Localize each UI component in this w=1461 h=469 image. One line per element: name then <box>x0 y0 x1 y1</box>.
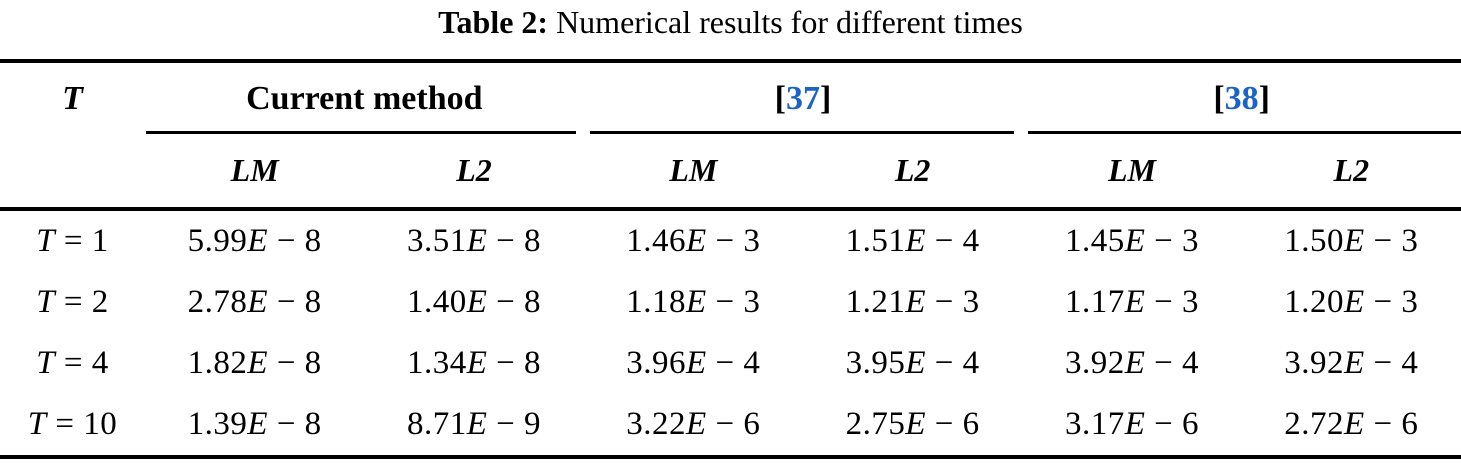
value-cell: 1.21E − 3 <box>845 284 980 320</box>
value-cell: 1.34E − 8 <box>406 345 542 381</box>
subheader-row: LM L2 LM L2 LM L2 <box>0 134 1461 211</box>
subheader-lm: LM <box>1022 134 1242 211</box>
table-row: T = 2 2.78E − 8 1.40E − 8 1.18E − 3 1.21… <box>0 272 1461 333</box>
bracket-close: ] <box>819 79 832 117</box>
value-cell: 2.75E − 6 <box>845 406 980 442</box>
subheader-l2: L2 <box>802 134 1023 211</box>
table-row: T = 1 5.99E − 8 3.51E − 8 1.46E − 3 1.51… <box>0 209 1461 272</box>
row-label: T = 1 <box>36 223 109 259</box>
table-caption: Table 2: Numerical results for different… <box>0 0 1461 59</box>
value-cell: 2.72E − 6 <box>1284 406 1419 442</box>
value-cell: 3.51E − 8 <box>406 223 542 259</box>
value-cell: 1.82E − 8 <box>187 345 322 381</box>
bracket-open: [ <box>1213 79 1225 117</box>
row-label: T = 4 <box>36 345 109 381</box>
subheader-l2: L2 <box>1241 134 1461 211</box>
caption-label: Table 2: <box>438 4 549 40</box>
value-cell: 5.99E − 8 <box>187 223 322 259</box>
value-cell: 1.46E − 3 <box>626 223 761 259</box>
group-header-ref-37: [37] <box>584 61 1023 134</box>
value-cell: 3.96E − 4 <box>626 345 761 381</box>
group-header-current-method: Current method <box>145 61 584 134</box>
group-header-row: T Current method [37] [38] <box>0 61 1461 134</box>
value-cell: 1.18E − 3 <box>626 284 761 320</box>
value-cell: 1.39E − 8 <box>187 406 322 442</box>
bracket-close: ] <box>1258 79 1270 117</box>
value-cell: 3.17E − 6 <box>1064 406 1199 442</box>
value-cell: 3.95E − 4 <box>845 345 980 381</box>
subheader-empty <box>0 134 145 211</box>
value-cell: 8.71E − 9 <box>406 406 542 442</box>
group-header-ref-38: [38] <box>1022 61 1461 134</box>
row-label: T = 10 <box>27 406 118 442</box>
citation-link-38[interactable]: 38 <box>1224 79 1259 117</box>
value-cell: 1.51E − 4 <box>845 223 980 259</box>
value-cell: 2.78E − 8 <box>187 284 322 320</box>
bracket-open: [ <box>774 79 786 117</box>
subheader-lm: LM <box>583 134 803 211</box>
subheader-lm: LM <box>145 134 365 211</box>
citation-link-37[interactable]: 37 <box>785 79 820 117</box>
value-cell: 3.92E − 4 <box>1064 345 1199 381</box>
value-cell: 3.92E − 4 <box>1284 345 1419 381</box>
column-header-t: T <box>62 79 83 117</box>
caption-text: Numerical results for different times <box>556 4 1023 40</box>
value-cell: 1.50E − 3 <box>1284 223 1419 259</box>
group-label-current-method: Current method <box>246 79 483 117</box>
value-cell: 3.22E − 6 <box>626 406 761 442</box>
results-table: T Current method [37] [38] LM L2 LM L2 L… <box>0 59 1461 459</box>
subheader-l2: L2 <box>364 134 584 211</box>
value-cell: 1.40E − 8 <box>406 284 542 320</box>
value-cell: 1.17E − 3 <box>1064 284 1199 320</box>
value-cell: 1.45E − 3 <box>1064 223 1199 259</box>
table-row: T = 4 1.82E − 8 1.34E − 8 3.96E − 4 3.95… <box>0 333 1461 394</box>
value-cell: 1.20E − 3 <box>1284 284 1419 320</box>
row-label: T = 2 <box>36 284 109 320</box>
table-row: T = 10 1.39E − 8 8.71E − 9 3.22E − 6 2.7… <box>0 394 1461 457</box>
